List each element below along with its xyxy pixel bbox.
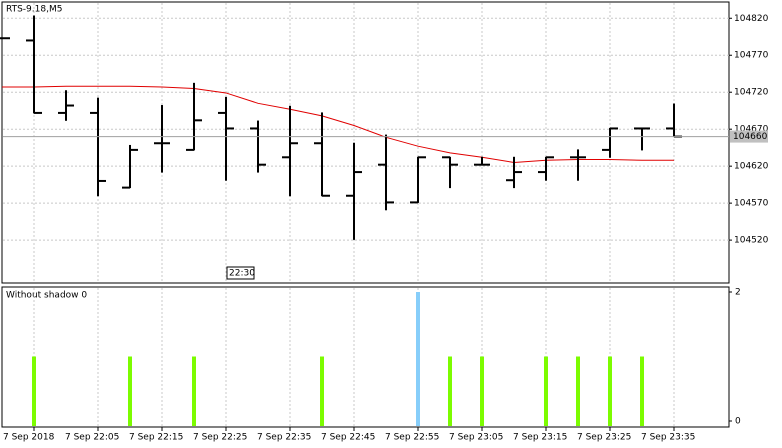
x-tick-label: 7 Sep 23:25	[577, 433, 631, 443]
x-tick-label: 7 Sep 23:35	[641, 433, 695, 443]
bar	[320, 356, 324, 426]
moving-average	[2, 85, 674, 163]
main-panel	[1, 1, 730, 284]
y-tick-label: 2	[735, 288, 741, 298]
bar	[480, 356, 484, 426]
last-price-box	[730, 130, 768, 143]
x-tick-label: 7 Sep 22:15	[129, 433, 183, 443]
y-tick-label: 104620	[734, 162, 769, 172]
y-tick-label: 104570	[734, 199, 769, 209]
bar	[192, 356, 196, 426]
x-tick-label: 7 Sep 23:05	[449, 433, 503, 443]
bar	[448, 356, 452, 426]
y-tick-label: 0	[735, 417, 741, 427]
chart-title: RTS-9.18,M5	[6, 5, 62, 15]
x-tick-label: 7 Sep 22:35	[257, 433, 311, 443]
indicator-title: Without shadow 0	[6, 291, 87, 301]
y-tick-label: 104820	[734, 14, 769, 24]
x-tick-label: 7 Sep 22:05	[65, 433, 119, 443]
last-price-label: 104660	[733, 132, 768, 142]
bar	[32, 356, 36, 426]
x-tick-label: 7 Sep 22:45	[321, 433, 375, 443]
x-tick-label: 7 Sep 2018	[3, 433, 55, 443]
cursor-label: 22:30	[229, 269, 255, 279]
bar	[608, 356, 612, 426]
bar	[128, 356, 132, 426]
indicator-panel	[1, 286, 730, 428]
bar	[576, 356, 580, 426]
bar	[416, 292, 420, 426]
x-tick-label: 7 Sep 22:55	[385, 433, 439, 443]
y-tick-label: 104670	[734, 125, 769, 135]
bar	[640, 356, 644, 426]
x-tick-label: 7 Sep 23:15	[513, 433, 567, 443]
bar	[544, 356, 548, 426]
x-tick-label: 7 Sep 22:25	[193, 433, 247, 443]
y-tick-label: 104720	[734, 88, 769, 98]
cursor-box	[226, 266, 255, 280]
y-tick-label: 104520	[734, 236, 769, 246]
y-tick-label: 104770	[734, 51, 769, 61]
